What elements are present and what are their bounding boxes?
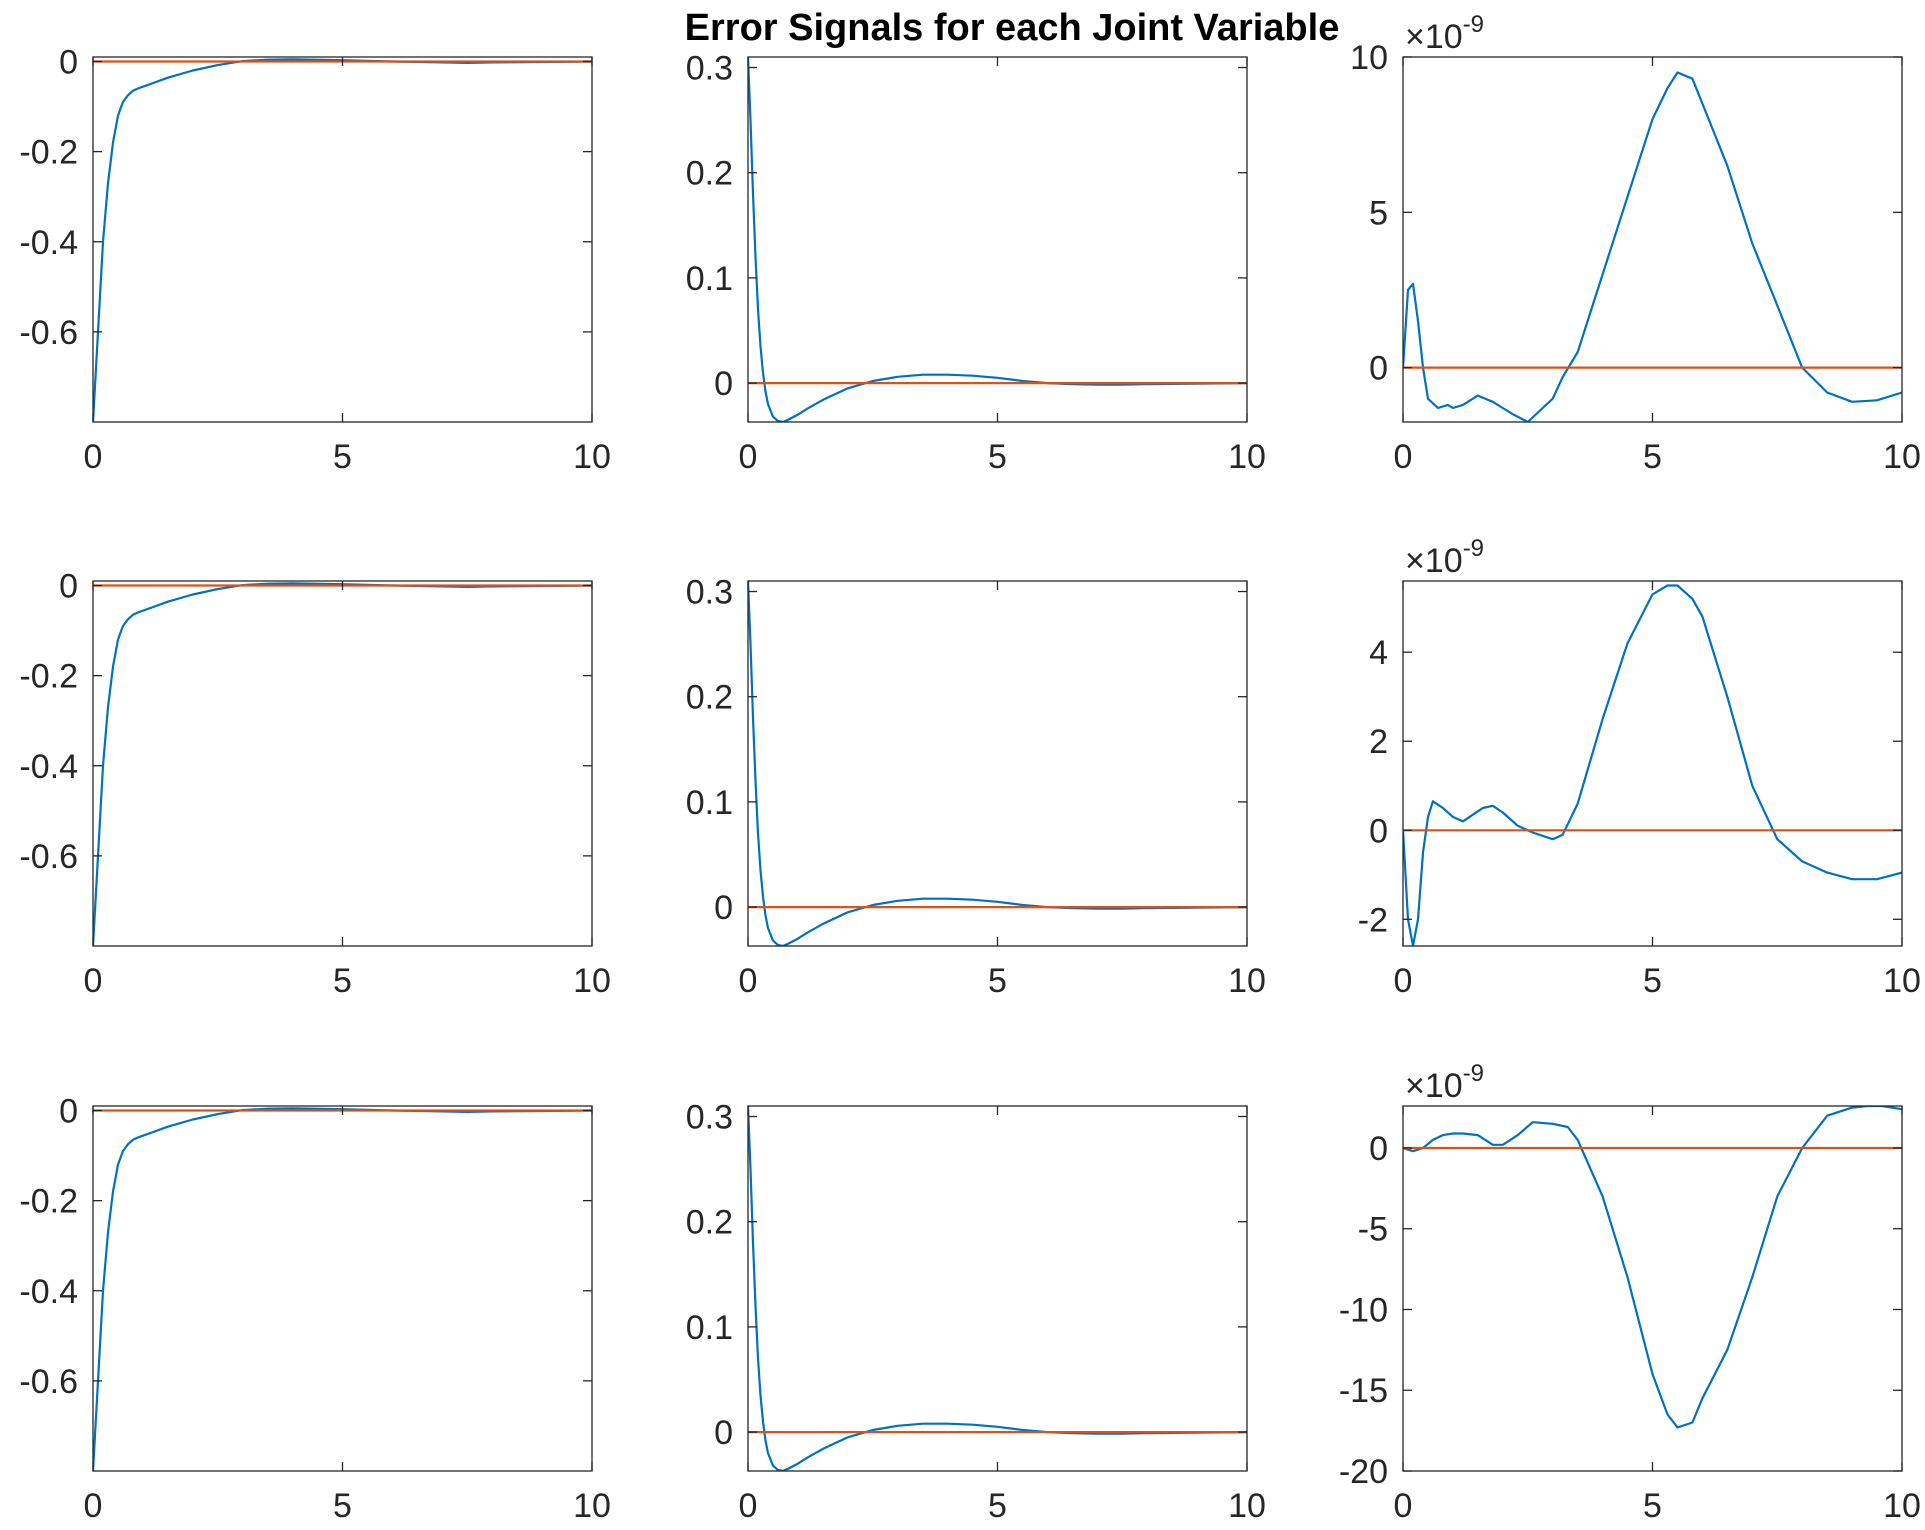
chart-2-2-xtick-label: 5 <box>988 962 1007 1000</box>
chart-2-3-ytick-label: 2 <box>1369 723 1388 761</box>
chart-3-2-axes: 0 5 10 0 0.1 0.2 0.3 <box>686 1099 1266 1525</box>
figure-title: Error Signals for each Joint Variable <box>685 7 1340 49</box>
chart-3-3-exponent-base: ×10 <box>1405 1067 1463 1105</box>
chart-2-2-ytick-label: 0.2 <box>686 679 733 717</box>
chart-3-3-ytick-label: -10 <box>1339 1291 1388 1329</box>
chart-3-3-xtick-label: 0 <box>1394 1487 1413 1525</box>
chart-1-3-xtick-label: 5 <box>1643 438 1662 476</box>
chart-3-3-ytick-label: -5 <box>1358 1211 1388 1249</box>
chart-2-2-axes: 0 5 10 0 0.1 0.2 0.3 <box>686 574 1266 1000</box>
chart-2-3-series-1-line <box>1403 584 1902 946</box>
chart-1-2-xtick-label: 10 <box>1228 438 1266 476</box>
chart-1-1-xtick-label: 0 <box>84 438 103 476</box>
chart-3-2-xtick-label: 10 <box>1228 1487 1266 1525</box>
chart-2-2-ytick-label: 0.1 <box>686 784 733 822</box>
chart-1-3-ytick-label: 10 <box>1350 39 1388 77</box>
chart-3-3-xtick-label: 5 <box>1643 1487 1662 1525</box>
chart-3-2-ytick-label: 0.1 <box>686 1309 733 1347</box>
chart-1-2-xtick-label: 0 <box>739 438 758 476</box>
chart-3-2-xtick-label: 5 <box>988 1487 1007 1525</box>
chart-2-3-ytick-label: 4 <box>1369 634 1388 672</box>
chart-3-2-xtick-label: 0 <box>739 1487 758 1525</box>
chart-1-3-xtick-label: 0 <box>1394 438 1413 476</box>
chart-1-2-axes: 0 5 10 0 0.1 0.2 0.3 <box>686 50 1266 476</box>
chart-1-3-exponent-label: ×10-9 <box>1405 11 1484 56</box>
chart-3-1-ytick-label: -0.6 <box>19 1363 78 1401</box>
chart-3-1-ytick-label: -0.2 <box>19 1183 78 1221</box>
chart-1-1-ytick-label: -0.2 <box>19 134 78 172</box>
chart-3-2-ytick-label: 0.3 <box>686 1099 733 1137</box>
chart-1-1-ytick-label: 0 <box>59 44 78 82</box>
chart-3-1-xtick-label: 0 <box>84 1487 103 1525</box>
chart-3-3-ytick-label: -20 <box>1339 1453 1388 1491</box>
chart-1-1-xtick-label: 5 <box>333 438 352 476</box>
chart-1-3-exponent-power: -9 <box>1463 11 1484 38</box>
chart-2-1-xtick-label: 0 <box>84 962 103 1000</box>
chart-3-1-axes: 0 5 10 0 -0.2 -0.4 -0.6 <box>19 1093 611 1525</box>
chart-3-3-ytick-label: 0 <box>1369 1130 1388 1168</box>
chart-2-1-ytick-label: -0.6 <box>19 838 78 876</box>
chart-1-3-xtick-label: 10 <box>1883 438 1921 476</box>
chart-1-2-ytick-label: 0.3 <box>686 50 733 88</box>
chart-2-3-ytick-label: -2 <box>1358 901 1388 939</box>
chart-3-3-xtick-label: 10 <box>1883 1487 1921 1525</box>
chart-1-2-xtick-label: 5 <box>988 438 1007 476</box>
chart-3-3-ytick-label: -15 <box>1339 1372 1388 1410</box>
chart-2-1-axes: 0 5 10 0 -0.2 -0.4 -0.6 <box>19 568 611 1000</box>
chart-2-1-xtick-label: 5 <box>333 962 352 1000</box>
chart-2-1-ytick-label: -0.4 <box>19 748 78 786</box>
chart-2-3-xtick-label: 5 <box>1643 962 1662 1000</box>
chart-1-1-axes: 0 5 10 0 -0.2 -0.4 -0.6 <box>19 44 611 476</box>
chart-2-3-xtick-label: 0 <box>1394 962 1413 1000</box>
chart-1-3-series-1-line <box>1403 71 1902 422</box>
chart-3-1-ytick-label: 0 <box>59 1093 78 1131</box>
chart-2-3-ytick-label: 0 <box>1369 812 1388 850</box>
chart-2-1-ytick-label: -0.2 <box>19 658 78 696</box>
chart-1-2-ytick-label: 0 <box>714 365 733 403</box>
chart-2-2-xtick-label: 10 <box>1228 962 1266 1000</box>
chart-2-3-exponent-power: -9 <box>1463 535 1484 562</box>
chart-3-3-axes: 0 5 10 -20 -15 -10 -5 0 ×10-9 <box>1339 1060 1921 1525</box>
chart-1-3-exponent-base: ×10 <box>1405 18 1463 56</box>
chart-2-2-xtick-label: 0 <box>739 962 758 1000</box>
chart-3-3-exponent-power: -9 <box>1463 1060 1484 1087</box>
chart-3-1-ytick-label: -0.4 <box>19 1273 78 1311</box>
chart-1-2-ytick-label: 0.2 <box>686 155 733 193</box>
chart-1-1-xtick-label: 10 <box>573 438 611 476</box>
chart-1-3-ytick-label: 0 <box>1369 350 1388 388</box>
chart-2-1-ytick-label: 0 <box>59 568 78 606</box>
chart-1-1-ytick-label: -0.6 <box>19 314 78 352</box>
chart-1-3-ytick-label: 5 <box>1369 194 1388 232</box>
chart-3-1-xtick-label: 10 <box>573 1487 611 1525</box>
chart-3-3-exponent-label: ×10-9 <box>1405 1060 1484 1105</box>
chart-2-2-ytick-label: 0.3 <box>686 574 733 612</box>
chart-2-3-exponent-label: ×10-9 <box>1405 535 1484 580</box>
chart-1-2-ytick-label: 0.1 <box>686 260 733 298</box>
chart-2-2-ytick-label: 0 <box>714 889 733 927</box>
subplot-grid: 0 5 10 0 -0.2 -0.4 -0.6 0 5 10 0 0.1 0.2 0.3 0 5 10 0 5 10 ×… <box>19 11 1921 1525</box>
chart-2-3-exponent-base: ×10 <box>1405 542 1463 580</box>
chart-1-3-axes: 0 5 10 0 5 10 ×10-9 <box>1350 11 1921 476</box>
chart-3-1-xtick-label: 5 <box>333 1487 352 1525</box>
chart-3-2-ytick-label: 0 <box>714 1414 733 1452</box>
chart-2-3-xtick-label: 10 <box>1883 962 1921 1000</box>
chart-2-1-xtick-label: 10 <box>573 962 611 1000</box>
chart-3-2-ytick-label: 0.2 <box>686 1204 733 1242</box>
chart-1-1-ytick-label: -0.4 <box>19 224 78 262</box>
